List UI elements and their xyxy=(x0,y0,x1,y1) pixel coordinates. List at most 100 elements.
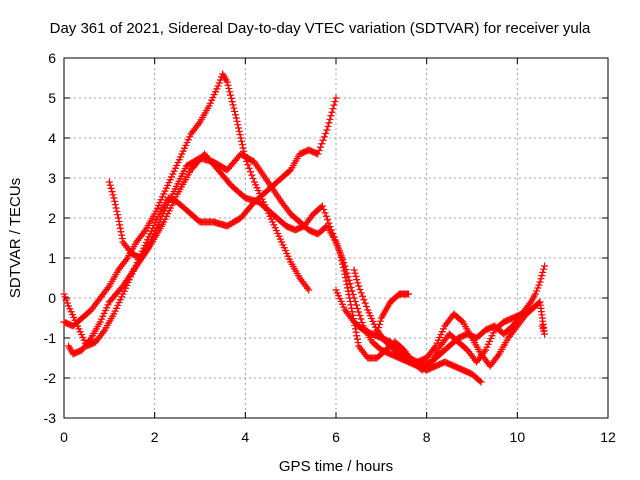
data-point-fill xyxy=(353,332,361,340)
y-tick-label: 2 xyxy=(48,210,56,226)
data-point-fill xyxy=(245,164,253,172)
y-tick-label: -2 xyxy=(44,370,57,386)
data-point-fill xyxy=(354,279,362,287)
series-1 xyxy=(60,70,313,330)
data-point-fill xyxy=(355,308,363,316)
data-point-fill xyxy=(352,328,360,336)
data-point xyxy=(536,278,544,286)
series-7 xyxy=(373,290,413,338)
data-point-fill xyxy=(115,217,123,225)
data-point-fill xyxy=(362,303,370,311)
data-point-fill xyxy=(329,229,337,237)
data-point-fill xyxy=(348,304,356,312)
data-point-fill xyxy=(86,336,94,344)
series-3 xyxy=(105,150,485,386)
data-point-fill xyxy=(226,88,234,96)
x-tick-label: 2 xyxy=(151,429,159,445)
data-point-fill xyxy=(322,129,330,137)
data-point-fill xyxy=(321,209,329,217)
data-point xyxy=(214,82,222,90)
data-point-fill xyxy=(326,223,334,231)
data-point xyxy=(110,194,118,202)
data-point-fill xyxy=(344,284,352,292)
data-point-fill xyxy=(111,201,119,209)
series-6 xyxy=(332,286,549,370)
data-point-fill xyxy=(357,289,365,297)
data-point-fill xyxy=(374,327,382,335)
data-point xyxy=(105,178,113,186)
data-point-fill xyxy=(326,115,334,123)
data-point-fill xyxy=(339,260,347,268)
data-point xyxy=(60,290,68,298)
data-point-fill xyxy=(337,253,345,261)
data-point-fill xyxy=(248,171,256,179)
y-tick-label: -1 xyxy=(44,330,57,346)
data-point xyxy=(531,290,539,298)
data-point-fill xyxy=(237,134,245,142)
data-point-fill xyxy=(235,127,243,135)
data-point xyxy=(223,78,231,86)
data-point-fill xyxy=(538,272,546,280)
data-point-fill xyxy=(376,320,384,328)
data-point-fill xyxy=(118,231,126,239)
data-point-fill xyxy=(236,131,244,139)
data-point-fill xyxy=(215,79,223,87)
data-point xyxy=(350,266,358,274)
y-tick-label: 0 xyxy=(48,290,56,306)
data-point-fill xyxy=(320,133,328,141)
data-point-fill xyxy=(353,335,361,343)
data-point-fill xyxy=(238,141,246,149)
data-point-fill xyxy=(330,101,338,109)
data-point xyxy=(477,378,485,386)
data-point xyxy=(332,94,340,102)
data-point-fill xyxy=(537,275,545,283)
data-point-fill xyxy=(534,284,542,292)
y-axis: -3 -2 -1 0 1 2 3 4 5 6 xyxy=(44,50,608,426)
data-point-fill xyxy=(341,274,349,282)
data-point-fill xyxy=(354,339,362,347)
data-point-fill xyxy=(249,175,257,183)
data-point-fill xyxy=(304,284,312,292)
data-point xyxy=(541,262,549,270)
data-point-fill xyxy=(122,256,130,264)
data-point-fill xyxy=(345,276,353,284)
data-point-fill xyxy=(345,291,353,299)
data-point-fill xyxy=(322,212,330,220)
data-point xyxy=(373,330,381,338)
data-point-fill xyxy=(195,120,203,128)
data-point-fill xyxy=(118,235,126,243)
data-point-fill xyxy=(106,181,114,189)
data-point-fill xyxy=(112,204,120,212)
data-point-fill xyxy=(335,247,343,255)
data-point-fill xyxy=(344,287,352,295)
data-point-fill xyxy=(247,168,255,176)
x-axis-label: GPS time / hours xyxy=(279,458,393,475)
data-point xyxy=(337,250,345,258)
data-point-fill xyxy=(224,81,232,89)
data-point xyxy=(305,286,313,294)
x-tick-label: 4 xyxy=(241,429,249,445)
data-point-fill xyxy=(117,228,125,236)
data-point-fill xyxy=(325,119,333,127)
data-point-fill xyxy=(234,121,242,129)
x-tick-label: 0 xyxy=(60,429,68,445)
data-point-fill xyxy=(340,267,348,275)
data-point-fill xyxy=(357,315,365,323)
data-point-fill xyxy=(341,270,349,278)
data-point-fill xyxy=(318,140,326,148)
data-point-fill xyxy=(476,377,484,385)
data-point-fill xyxy=(360,296,368,304)
data-point-fill xyxy=(315,147,323,155)
data-point-fill xyxy=(351,269,359,277)
data-point xyxy=(318,202,326,210)
data-point-fill xyxy=(331,98,339,106)
data-point-fill xyxy=(330,233,338,241)
y-tick-label: 1 xyxy=(48,250,56,266)
data-point-fill xyxy=(324,122,332,130)
y-tick-label: -3 xyxy=(44,410,57,426)
data-point-fill xyxy=(239,144,247,152)
data-point-fill xyxy=(231,107,239,115)
x-axis: 0 2 4 6 8 10 12 xyxy=(60,58,616,445)
data-point xyxy=(232,114,240,122)
